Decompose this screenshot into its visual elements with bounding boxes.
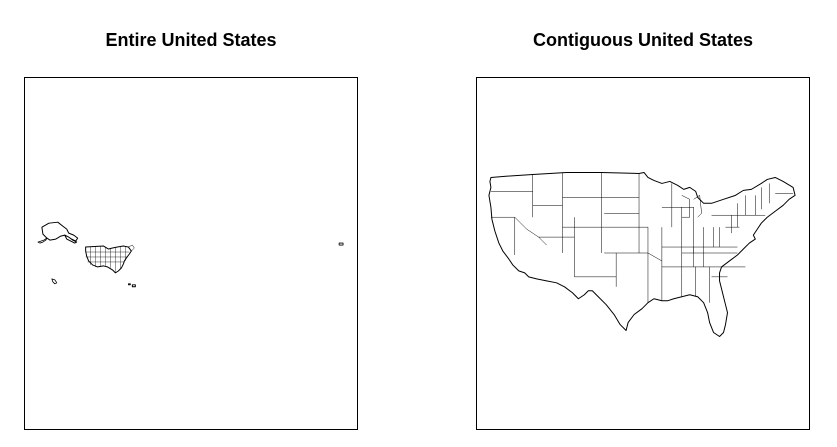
map-title-contiguous-us: Contiguous United States	[533, 30, 753, 50]
far-island-shape	[338, 242, 344, 246]
aleutian-islands-shape	[51, 278, 58, 285]
map-title-entire-us: Entire United States	[105, 30, 277, 50]
map-panel-contiguous-us	[476, 77, 810, 430]
hawaii-shape	[127, 283, 136, 288]
state-boundaries	[490, 172, 794, 303]
contiguous-us-outline	[488, 171, 796, 337]
alaska-shape	[37, 221, 79, 244]
map-contiguous-us	[488, 171, 796, 337]
contiguous-us-mini-shape	[85, 244, 135, 274]
map-entire-us	[37, 221, 344, 288]
map-panel-entire-us	[24, 77, 358, 430]
